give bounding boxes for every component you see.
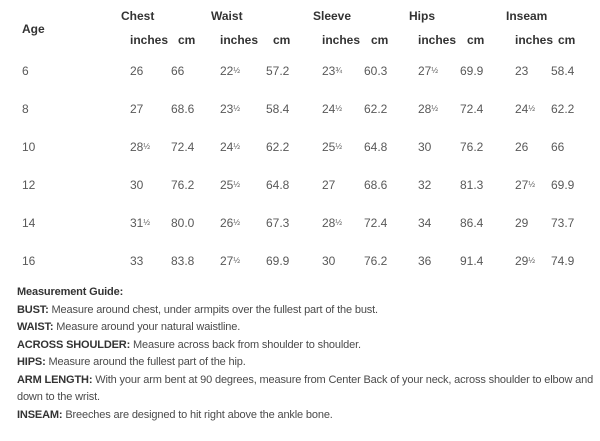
- unit-header-inches: inches: [220, 33, 259, 47]
- table-cell: 91.4: [460, 254, 484, 268]
- table-cell: 27 ½: [418, 64, 439, 78]
- table-cell: 23 ½: [220, 102, 241, 116]
- age-value: 8: [22, 102, 29, 116]
- table-cell: 76.2: [460, 140, 484, 154]
- guide-line: HIPS: Measure around the fullest part of…: [17, 356, 246, 368]
- table-cell: 64.8: [266, 178, 290, 192]
- table-cell: 60.3: [364, 64, 388, 78]
- age-value: 6: [22, 64, 29, 78]
- group-header-waist: Waist: [211, 8, 243, 23]
- table-cell: 58.4: [551, 64, 575, 78]
- table-cell: 69.9: [551, 178, 575, 192]
- table-cell: 73.7: [551, 216, 575, 230]
- unit-header-cm: cm: [178, 33, 196, 47]
- table-cell: 68.6: [364, 178, 388, 192]
- guide-term: WAIST:: [17, 321, 54, 333]
- table-cell: 76.2: [364, 254, 388, 268]
- unit-header-cm: cm: [371, 33, 389, 47]
- table-cell: 72.4: [364, 216, 388, 230]
- age-column-header: Age: [22, 22, 45, 36]
- table-cell: 62.2: [551, 102, 575, 116]
- table-cell: 24 ½: [220, 140, 241, 154]
- guide-line: BUST: Measure around chest, under armpit…: [17, 303, 378, 316]
- guide-line: WAIST: Measure around your natural waist…: [17, 321, 241, 333]
- guide-term: INSEAM:: [17, 408, 63, 421]
- table-cell: 27: [322, 178, 336, 192]
- table-cell: 69.9: [460, 64, 484, 78]
- guide-term: ACROSS SHOULDER:: [17, 338, 131, 351]
- table-cell: 36: [418, 254, 432, 268]
- table-cell: 58.4: [266, 102, 290, 116]
- table-cell: 28 ½: [418, 102, 439, 116]
- guide-term: BUST:: [17, 303, 49, 316]
- table-cell: 26: [130, 64, 144, 78]
- table-cell: 83.8: [171, 254, 195, 268]
- guide-line: ACROSS SHOULDER: Measure across back fro…: [17, 338, 361, 351]
- age-value: 14: [22, 216, 36, 230]
- table-cell: 57.2: [266, 64, 290, 78]
- table-cell: 26 ½: [220, 216, 241, 230]
- table-cell: 66: [551, 140, 565, 154]
- table-cell: 25 ½: [322, 140, 343, 154]
- unit-header-inches: inches: [322, 33, 361, 47]
- table-cell: 72.4: [460, 102, 484, 116]
- table-cell: 69.9: [266, 254, 290, 268]
- table-cell: 23: [515, 64, 529, 78]
- table-cell: 30: [418, 140, 432, 154]
- table-cell: 27 ½: [220, 254, 241, 268]
- unit-header-cm: cm: [467, 33, 485, 47]
- table-cell: 24 ½: [322, 102, 343, 116]
- group-header-chest: Chest: [121, 8, 155, 23]
- guide-title: Measurement Guide:: [17, 286, 124, 298]
- measurement-guide: Measurement Guide: BUST: Measure around …: [0, 280, 600, 424]
- table-cell: 76.2: [171, 178, 195, 192]
- table-cell: 64.8: [364, 140, 388, 154]
- table-cell: 22 ½: [220, 64, 241, 78]
- age-value: 12: [22, 178, 36, 192]
- guide-line: down to the wrist.: [17, 391, 100, 403]
- table-cell: 33: [130, 254, 144, 268]
- table-cell: 62.2: [364, 102, 388, 116]
- age-value: 10: [22, 140, 36, 154]
- age-value: 16: [22, 254, 36, 268]
- table-cell: 72.4: [171, 140, 195, 154]
- table-cell: 86.4: [460, 216, 484, 230]
- table-cell: 23 ¾: [322, 64, 343, 78]
- table-cell: 26: [515, 140, 529, 154]
- guide-term: HIPS:: [17, 356, 46, 368]
- table-cell: 30: [130, 178, 144, 192]
- table-cell: 80.0: [171, 216, 195, 230]
- table-cell: 25 ½: [220, 178, 241, 192]
- unit-header-inches: inches: [418, 33, 457, 47]
- table-cell: 31 ½: [130, 216, 151, 230]
- table-cell: 32: [418, 178, 432, 192]
- group-header-hips: Hips: [409, 8, 436, 23]
- guide-line: ARM LENGTH: With your arm bent at 90 deg…: [17, 373, 594, 386]
- table-cell: 30: [322, 254, 336, 268]
- table-cell: 68.6: [171, 102, 195, 116]
- guide-term: ARM LENGTH:: [17, 373, 93, 386]
- table-cell: 62.2: [266, 140, 290, 154]
- table-cell: 66: [171, 64, 185, 78]
- table-cell: 27 ½: [515, 178, 536, 192]
- unit-header-cm: cm: [273, 33, 291, 47]
- group-header-sleeve: Sleeve: [313, 8, 352, 23]
- table-cell: 34: [418, 216, 432, 230]
- unit-header-inches: inches: [515, 33, 554, 47]
- table-cell: 24 ½: [515, 102, 536, 116]
- table-cell: 28 ½: [322, 216, 343, 230]
- size-table: Age Chest inches cm Waist inches cm Sleeve inch…: [22, 8, 576, 269]
- table-cell: 74.9: [551, 254, 575, 268]
- table-cell: 81.3: [460, 178, 484, 192]
- group-header-inseam: Inseam: [506, 8, 548, 23]
- table-cell: 29 ½: [515, 254, 536, 268]
- table-cell: 29: [515, 216, 529, 230]
- table-cell: 27: [130, 102, 144, 116]
- table-cell: 67.3: [266, 216, 290, 230]
- unit-header-cm: cm: [558, 33, 576, 47]
- guide-line: INSEAM: Breeches are designed to hit rig…: [17, 408, 333, 421]
- table-cell: 28 ½: [130, 140, 151, 154]
- unit-header-inches: inches: [130, 33, 169, 47]
